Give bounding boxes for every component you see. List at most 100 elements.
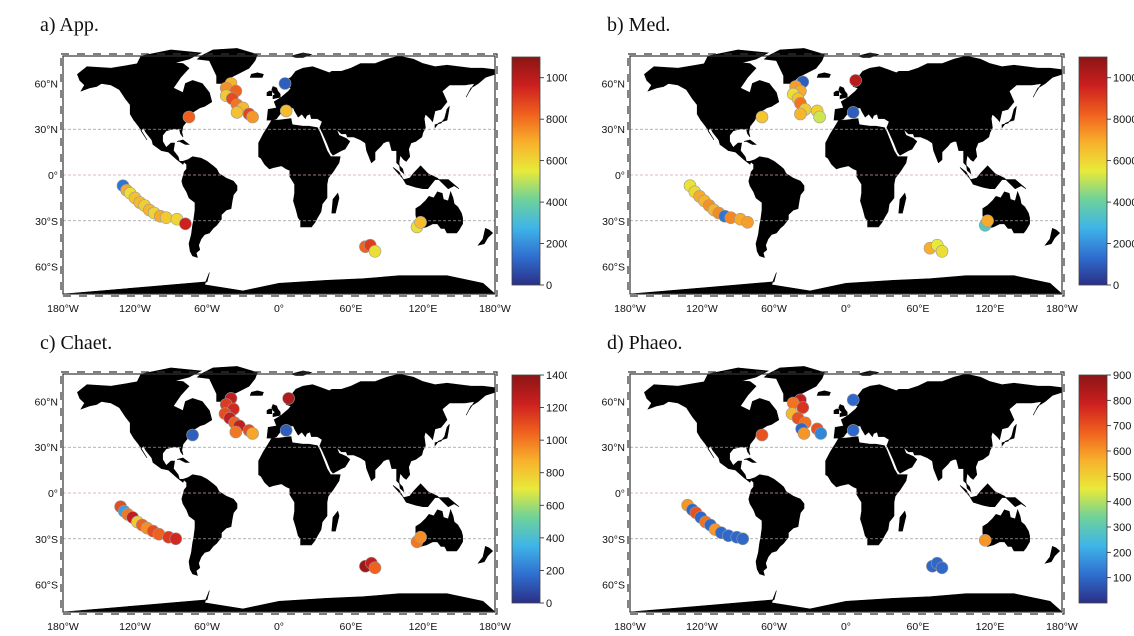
- land-north-america: [77, 379, 213, 483]
- lon-tick-label: 120°E: [976, 303, 1005, 315]
- data-point: [230, 106, 244, 119]
- colorbar-tick-label: 300: [1113, 522, 1131, 534]
- land-antarctica: [62, 590, 496, 613]
- land-madagascar: [898, 192, 907, 214]
- lat-tick-label: 0°: [48, 488, 58, 500]
- land-ireland: [266, 408, 273, 414]
- land-indonesia: [392, 483, 460, 508]
- land-japan: [434, 106, 450, 129]
- lat-tick-label: 30°N: [35, 124, 58, 136]
- lon-tick-label: 0°: [841, 621, 851, 633]
- land-japan: [1001, 106, 1017, 129]
- land-ireland: [266, 90, 273, 96]
- land-eurasia: [266, 55, 496, 175]
- panel-title: d) Phaeo.: [607, 332, 683, 354]
- data-point: [741, 216, 754, 229]
- colorbar: [511, 56, 541, 286]
- colorbar-tick-label: 1200: [546, 403, 567, 415]
- colorbar-tick-label: 6000: [1113, 156, 1134, 168]
- lon-tick-label: 120°E: [409, 303, 438, 315]
- land-south-america: [748, 156, 805, 258]
- land-south-america: [181, 474, 238, 576]
- land-north-america: [77, 61, 213, 165]
- land-ireland: [833, 90, 840, 96]
- land-iceland: [249, 390, 264, 396]
- land-africa: [258, 436, 341, 546]
- land-ireland: [833, 408, 840, 414]
- land-antarctica: [629, 272, 1063, 295]
- land-cuba: [176, 139, 190, 145]
- colorbar-tick-label: 2000: [546, 239, 567, 251]
- land-madagascar: [898, 510, 907, 532]
- lat-tick-label: 30°N: [602, 124, 625, 136]
- data-point: [978, 534, 992, 547]
- data-points: [683, 74, 994, 258]
- lon-tick-label: 180°W: [479, 621, 511, 633]
- data-point: [279, 424, 293, 437]
- colorbar-tick-label: 0: [546, 280, 552, 292]
- lat-tick-label: 60°N: [602, 396, 625, 408]
- land-australia: [982, 508, 1030, 552]
- land-japan: [1001, 424, 1017, 447]
- colorbar-tick-label: 600: [1113, 446, 1131, 458]
- land-indonesia: [959, 483, 1027, 508]
- data-point: [796, 401, 810, 414]
- colorbar-tick-label: 700: [1113, 421, 1131, 433]
- data-point: [246, 427, 259, 440]
- land-layer: [62, 48, 496, 295]
- lat-tick-label: 30°S: [602, 216, 625, 228]
- land-australia: [415, 190, 463, 234]
- map-frame: [629, 55, 1063, 295]
- lat-tick-label: 30°N: [602, 442, 625, 454]
- lon-tick-label: 60°E: [907, 303, 930, 315]
- data-point: [846, 393, 860, 407]
- land-uk: [838, 404, 848, 418]
- land-cuba: [743, 139, 757, 145]
- lon-tick-label: 120°W: [119, 303, 151, 315]
- lat-tick-label: 60°S: [602, 262, 625, 274]
- land-australia: [415, 508, 463, 552]
- land-uk: [271, 86, 281, 100]
- land-uk: [838, 86, 848, 100]
- land-greenland: [196, 48, 258, 84]
- map-frame-outer: [60, 53, 498, 297]
- data-point: [368, 561, 382, 575]
- lon-tick-label: 60°W: [194, 303, 220, 315]
- land-new-zealand: [1044, 227, 1061, 246]
- land-south-america: [181, 156, 238, 258]
- lon-tick-label: 120°W: [686, 303, 718, 315]
- map-frame-outer: [60, 371, 498, 615]
- land-indonesia: [392, 165, 460, 190]
- land-iceland: [249, 72, 264, 78]
- map-svg: 180°W 120°W 60°W 0° 60°E 120°E 180°W 60°N 30°N 0°…: [35, 366, 567, 633]
- lat-tick-label: 60°N: [35, 396, 58, 408]
- data-point: [229, 425, 243, 439]
- land-cuba: [176, 457, 190, 463]
- map-frame-outer: [627, 53, 1065, 297]
- colorbar-tick-label: 6000: [546, 156, 567, 168]
- data-point: [813, 110, 826, 124]
- lat-tick-label: 60°N: [35, 78, 58, 90]
- colorbar-tick-label: 200: [546, 565, 564, 577]
- lat-tick-label: 60°N: [602, 78, 625, 90]
- colorbar-tick-label: 200: [1113, 547, 1131, 559]
- data-point: [169, 532, 183, 546]
- data-point: [736, 532, 750, 546]
- land-cuba: [743, 457, 757, 463]
- land-madagascar: [331, 192, 340, 214]
- lon-tick-label: 60°E: [340, 621, 363, 633]
- land-layer: [629, 366, 1063, 613]
- land-new-zealand: [477, 545, 494, 564]
- land-north-america: [644, 379, 780, 483]
- data-point: [186, 428, 199, 442]
- colorbar-tick-label: 2000: [1113, 239, 1134, 251]
- land-antarctica: [629, 590, 1063, 613]
- map-frame: [62, 55, 496, 295]
- data-point: [935, 245, 949, 258]
- data-point: [179, 217, 192, 231]
- land-africa: [825, 436, 908, 546]
- data-point: [755, 428, 769, 442]
- land-iceland: [816, 390, 831, 396]
- data-point: [159, 211, 173, 224]
- lon-tick-label: 60°E: [907, 621, 930, 633]
